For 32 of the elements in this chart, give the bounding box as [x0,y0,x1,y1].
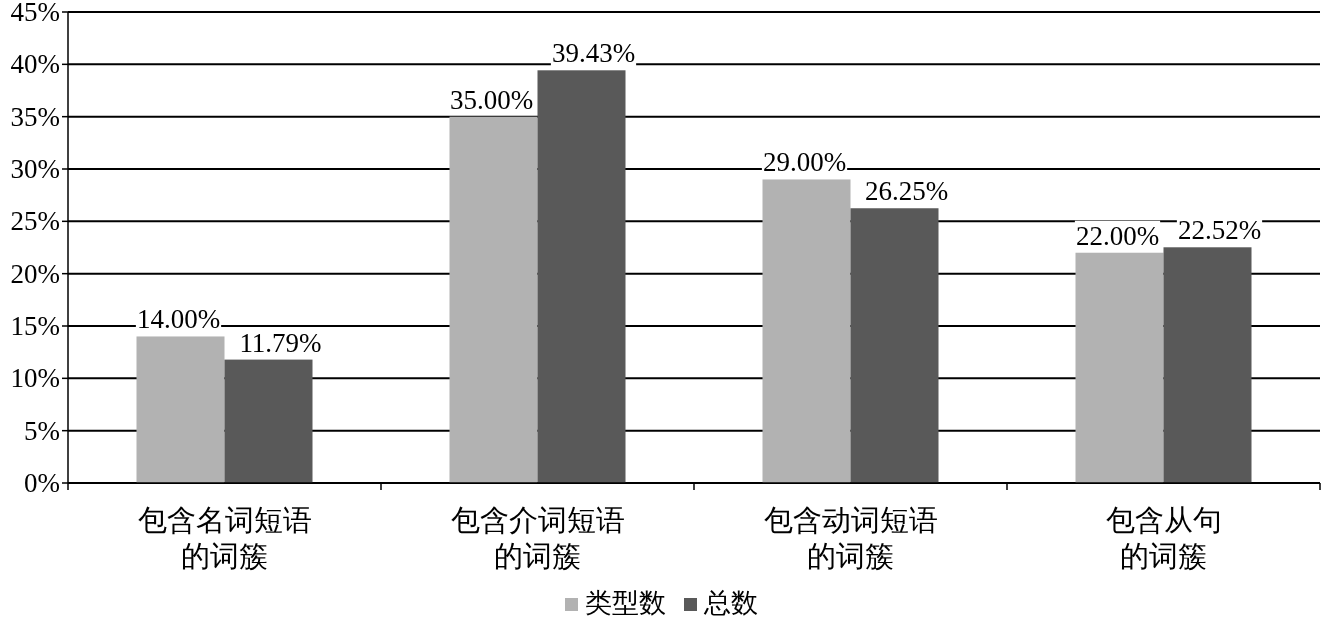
y-tick-label: 40% [10,49,60,80]
bar [537,70,626,483]
bar [1075,252,1164,483]
legend-label: 总数 [703,588,758,618]
y-tick-label: 10% [10,363,60,394]
bar [136,336,225,483]
data-label: 14.00% [136,304,221,335]
bar [850,208,939,483]
x-tick-label: 包含从句的词簇 [1105,504,1222,573]
data-label: 22.00% [1075,220,1160,251]
data-label: 26.25% [864,176,949,207]
bar [224,359,313,483]
y-tick-label: 5% [24,415,60,446]
bar [762,179,851,483]
bar [1163,247,1252,483]
data-label: 35.00% [449,84,534,115]
data-label: 11.79% [239,327,322,358]
legend-label: 类型数 [585,588,666,618]
data-label: 22.52% [1177,215,1262,246]
x-tick-label: 包含名词短语的词簇 [137,504,312,573]
y-tick-label: 35% [10,101,60,132]
y-tick-label: 15% [10,311,60,341]
y-tick-label: 25% [10,206,60,237]
data-label: 39.43% [551,38,636,69]
y-tick-label: 20% [10,258,60,289]
y-tick-label: 45% [10,0,60,27]
x-tick-label: 包含介词短语的词簇 [450,504,625,573]
x-tick-label: 包含动词短语的词簇 [763,504,938,573]
y-tick-label: 30% [10,154,60,184]
y-tick-label: 0% [24,468,60,498]
data-label: 29.00% [762,147,847,178]
bar [449,116,538,483]
